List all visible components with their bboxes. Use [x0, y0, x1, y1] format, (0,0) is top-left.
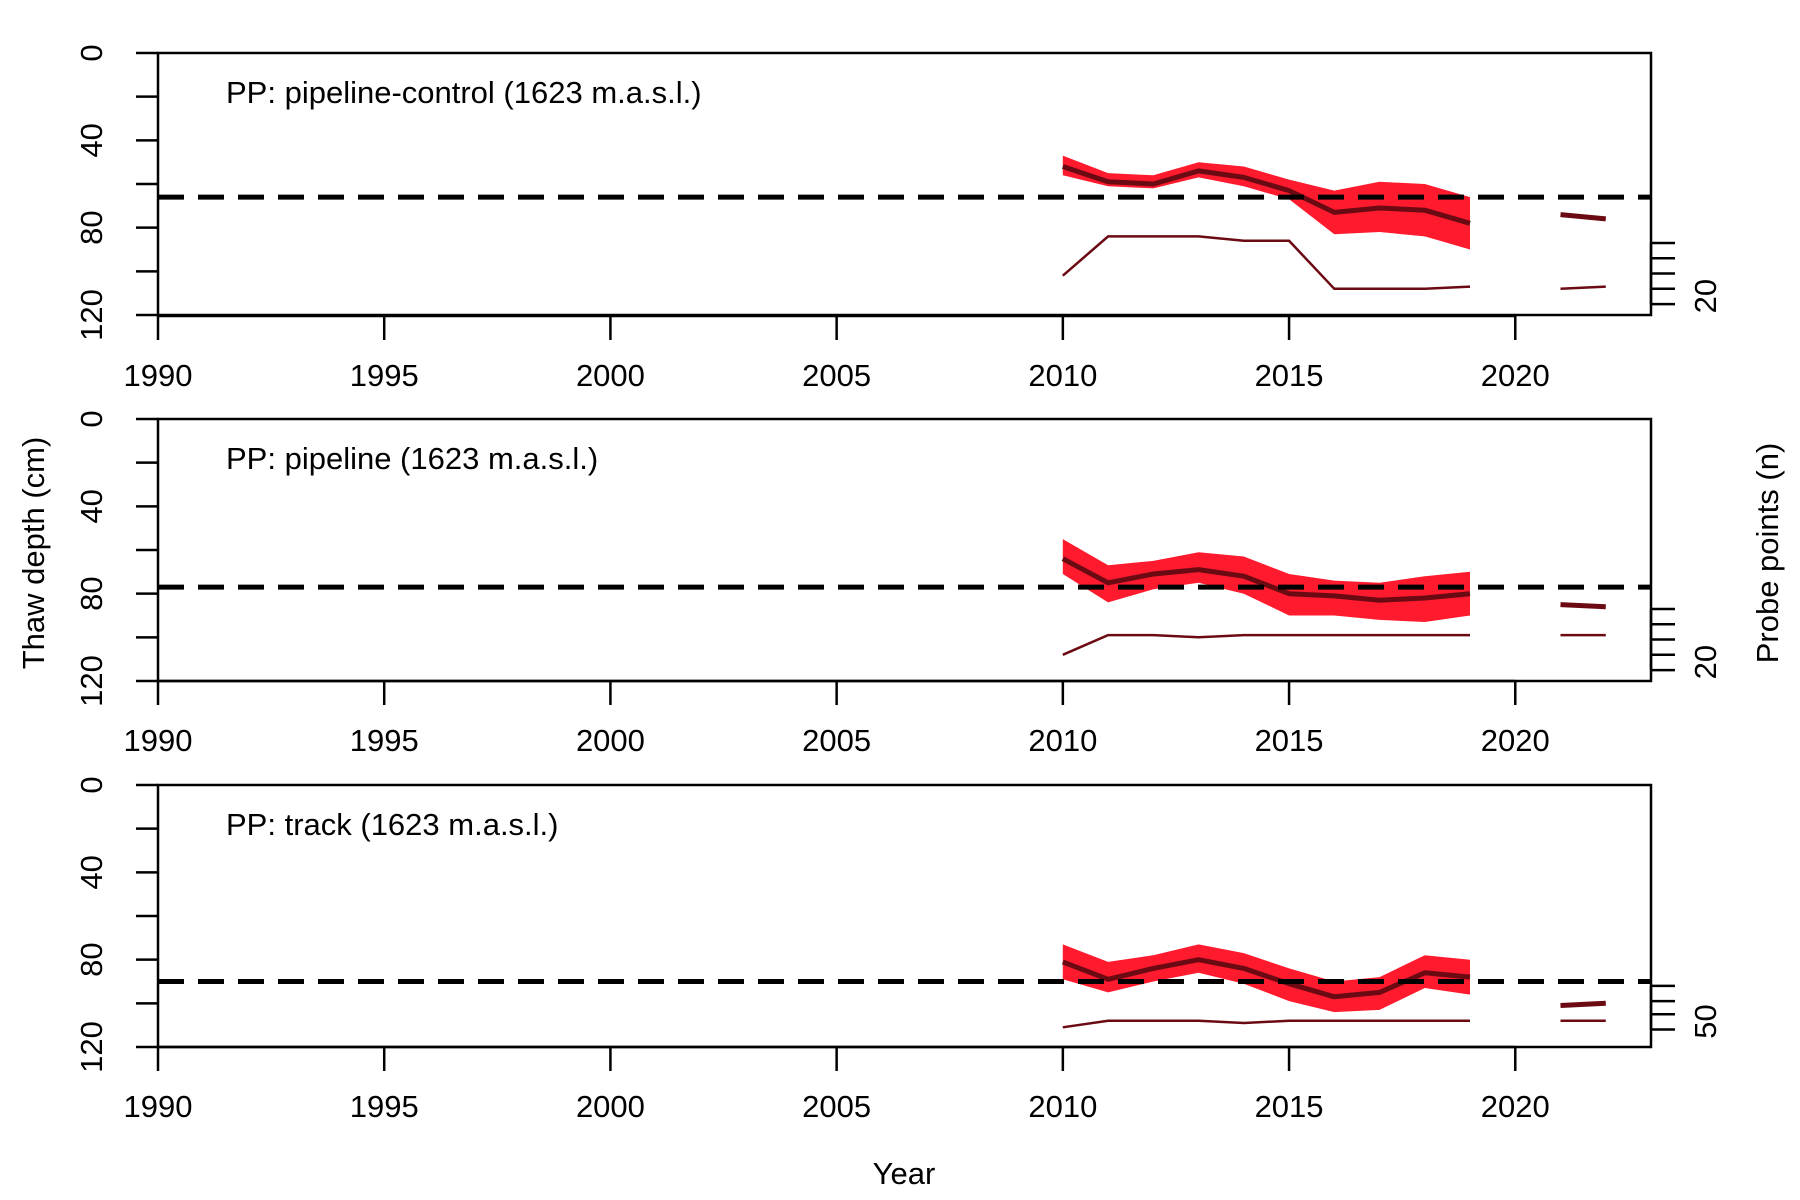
- x-tick-label-2020: 2020: [1481, 1089, 1550, 1124]
- y-tick-label-120: 120: [74, 289, 109, 341]
- y-tick-label-0: 0: [74, 410, 109, 427]
- y-tick-label-80: 80: [74, 576, 109, 610]
- x-tick-label-2015: 2015: [1255, 1089, 1324, 1124]
- x-tick-label-1990: 1990: [124, 358, 193, 393]
- panel-2: PP: pipeline (1623 m.a.s.l.) 0 40 80 120 20 19…: [74, 410, 1723, 758]
- y-axis-title-right: Probe points (n): [1750, 443, 1785, 664]
- y-tick-label-0: 0: [74, 44, 109, 61]
- x-axis-title: Year: [873, 1156, 936, 1191]
- x-tick-label-2015: 2015: [1255, 723, 1324, 758]
- y-axis-title-left: Thaw depth (cm): [16, 437, 51, 670]
- x-tick-label-2020: 2020: [1481, 358, 1550, 393]
- x-tick-label-2015: 2015: [1255, 358, 1324, 393]
- y-tick-label-120: 120: [74, 1021, 109, 1073]
- mean-thaw-line-2: [1560, 602, 1606, 610]
- x-tick-label-1995: 1995: [350, 358, 419, 393]
- x-tick-label-2000: 2000: [576, 358, 645, 393]
- x-tick-label-2005: 2005: [802, 1089, 871, 1124]
- panel-title: PP: pipeline (1623 m.a.s.l.): [226, 441, 598, 476]
- x-tick-label-2010: 2010: [1028, 1089, 1097, 1124]
- x-tick-label-2005: 2005: [802, 723, 871, 758]
- y-tick-label-40: 40: [74, 855, 109, 889]
- panel-title: PP: track (1623 m.a.s.l.): [226, 807, 559, 842]
- y-tick-label-40: 40: [74, 123, 109, 157]
- x-tick-label-2005: 2005: [802, 358, 871, 393]
- mean-thaw-line-1: [1062, 164, 1471, 226]
- probe-count-line-1: [1062, 1019, 1470, 1029]
- panel-3: PP: track (1623 m.a.s.l.) 0 40 80 120 50 1990 1…: [74, 776, 1723, 1124]
- probe-count-line-1: [1061, 235, 1471, 291]
- panels: PP: pipeline-control (1623 m.a.s.l.) 0 40 8…: [74, 44, 1723, 1124]
- probe-count-line-2: [1560, 285, 1606, 291]
- y-tick-label-120: 120: [74, 655, 109, 707]
- x-tick-label-1990: 1990: [124, 1089, 193, 1124]
- y-tick-label-80: 80: [74, 210, 109, 244]
- mean-thaw-line-2: [1560, 1000, 1606, 1008]
- x-tick-label-2010: 2010: [1028, 358, 1097, 393]
- probe-count-tick-label: 20: [1688, 645, 1723, 679]
- x-tick-label-2000: 2000: [576, 723, 645, 758]
- panel-1: PP: pipeline-control (1623 m.a.s.l.) 0 40 8…: [74, 44, 1723, 393]
- probe-count-line-1: [1062, 633, 1470, 656]
- panel-title: PP: pipeline-control (1623 m.a.s.l.): [226, 75, 702, 110]
- y-tick-label-80: 80: [74, 942, 109, 976]
- x-tick-label-1990: 1990: [124, 723, 193, 758]
- probe-count-tick-label: 20: [1688, 279, 1723, 313]
- probe-count-axis: 50: [1649, 984, 1723, 1039]
- y-tick-label-0: 0: [74, 776, 109, 793]
- probe-count-tick-label: 50: [1688, 1004, 1723, 1038]
- mean-thaw-line-1: [1061, 556, 1471, 603]
- mean-thaw-line-2: [1560, 212, 1607, 222]
- x-tick-label-2000: 2000: [576, 1089, 645, 1124]
- y-tick-label-40: 40: [74, 489, 109, 523]
- probe-count-axis: 20: [1649, 607, 1723, 679]
- x-tick-label-1995: 1995: [350, 723, 419, 758]
- x-tick-label-2020: 2020: [1481, 723, 1550, 758]
- x-tick-label-1995: 1995: [350, 1089, 419, 1124]
- x-tick-label-2010: 2010: [1028, 723, 1097, 758]
- probe-count-axis: 20: [1649, 241, 1723, 313]
